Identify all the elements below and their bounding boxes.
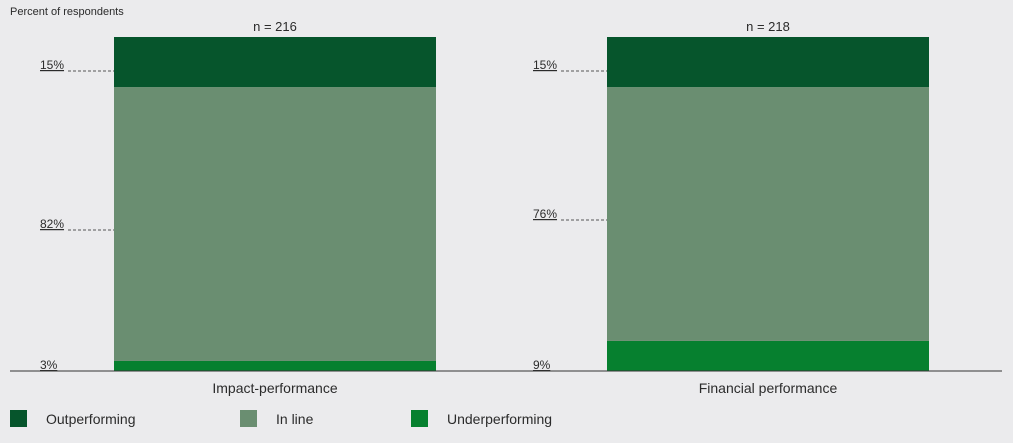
category-label-financial-performance: Financial performance [699, 380, 838, 396]
value-label-financial-performance-underperforming: 9% [533, 358, 551, 372]
value-label-impact-performance-in-line: 82% [40, 217, 64, 231]
bars-layer [114, 37, 929, 371]
bar-impact-performance-underperforming [114, 360, 436, 371]
category-label-impact-performance: Impact-performance [212, 380, 337, 396]
legend-swatch-underperforming [411, 410, 428, 427]
legend: Outperforming In line Underperforming [10, 410, 552, 427]
legend-swatch-outperforming [10, 410, 27, 427]
bar-impact-performance-in-line [114, 87, 436, 361]
sample-size-label-impact-performance: n = 216 [253, 19, 297, 34]
legend-label-underperforming: Underperforming [447, 411, 552, 427]
bar-impact-performance-outperforming [114, 37, 436, 88]
value-label-financial-performance-outperforming: 15% [533, 58, 557, 72]
legend-label-outperforming: Outperforming [46, 411, 135, 427]
sample-size-label-financial-performance: n = 218 [746, 19, 790, 34]
bar-financial-performance-outperforming [607, 37, 929, 88]
bar-financial-performance-underperforming [607, 340, 929, 371]
y-axis-label: Percent of respondents [10, 6, 124, 18]
value-label-impact-performance-underperforming: 3% [40, 358, 58, 372]
value-label-impact-performance-outperforming: 15% [40, 58, 64, 72]
bar-financial-performance-in-line [607, 87, 929, 341]
legend-label-in-line: In line [276, 411, 314, 427]
legend-swatch-in-line [240, 410, 257, 427]
value-label-financial-performance-in-line: 76% [533, 207, 557, 221]
